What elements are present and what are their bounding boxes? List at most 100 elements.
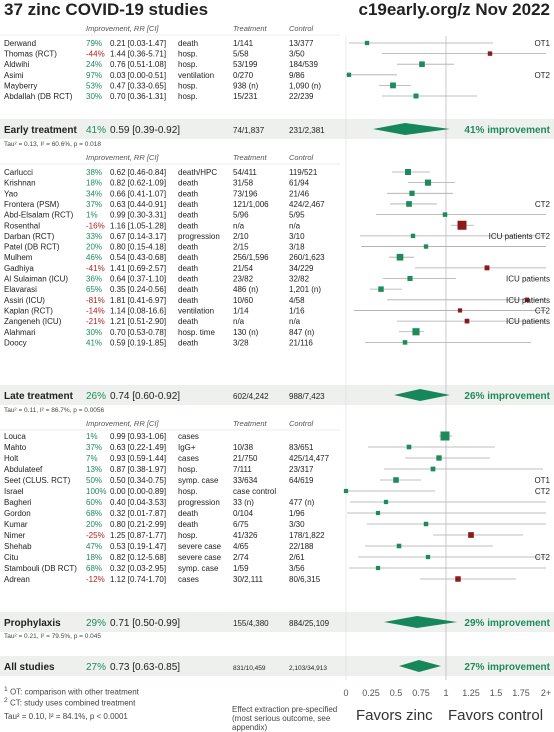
- study-outcome: cases: [178, 432, 199, 441]
- study-treatment: 0/270: [233, 71, 254, 80]
- study-treatment: 21/750: [233, 454, 258, 463]
- study-outcome: severe case: [178, 542, 222, 551]
- effect-marker: [396, 543, 402, 549]
- effect-marker: [436, 455, 442, 461]
- study-name: Thomas (RCT): [4, 50, 57, 59]
- study-outcome: death: [178, 243, 198, 252]
- effect-marker: [457, 308, 463, 313]
- summary-rr: 0.74 [0.60-0.92]: [110, 391, 180, 402]
- summary-label: Late treatment: [4, 391, 74, 402]
- summary-diamond: [384, 616, 457, 628]
- effect-marker: [364, 40, 370, 46]
- effect-marker: [375, 510, 381, 516]
- col-header-control: Control: [289, 419, 314, 428]
- all-improvement: 27%: [86, 662, 106, 673]
- study-improvement: 46%: [86, 253, 102, 262]
- x-tick-label: 1.25: [462, 688, 480, 698]
- all-control: 2,103/34,913: [289, 665, 327, 672]
- study-improvement: 18%: [86, 179, 102, 188]
- study-outcome: hosp. time: [178, 328, 215, 337]
- study-outcome: hosp.: [178, 60, 198, 69]
- study-rr: 0.99 [0.30-3.31]: [110, 211, 166, 220]
- study-outcome: death: [178, 509, 198, 518]
- study-rr: 0.35 [0.24-0.56]: [110, 285, 166, 294]
- study-treatment: 1/141: [233, 39, 254, 48]
- study-outcome: death: [178, 189, 198, 198]
- study-name: Rosenthal: [4, 221, 40, 230]
- study-control: n/a: [289, 221, 301, 230]
- study-improvement: 18%: [86, 553, 102, 562]
- study-name: Bagheri: [4, 498, 32, 507]
- summary-improvement: 41%: [86, 125, 106, 136]
- study-control: 13/377: [289, 39, 314, 48]
- summary-treatment: 155/4,380: [233, 619, 269, 628]
- study-rr: 1.44 [0.36-5.71]: [110, 50, 166, 59]
- effect-marker: [442, 212, 448, 217]
- study-improvement: 37%: [86, 443, 102, 452]
- study-improvement: 13%: [86, 465, 102, 474]
- study-improvement: 24%: [86, 60, 102, 69]
- study-control: 424/2,467: [289, 200, 325, 209]
- study-rr: 0.63 [0.22-1.49]: [110, 443, 166, 452]
- study-treatment: 33/634: [233, 476, 258, 485]
- study-name: Adrean: [4, 575, 30, 584]
- study-improvement: 60%: [86, 498, 102, 507]
- study-control: 9/86: [289, 71, 305, 80]
- site-label[interactable]: c19early.org/z Nov 2022: [358, 0, 550, 19]
- study-rr: 0.82 [0.62-1.09]: [110, 179, 166, 188]
- study-rr: 0.59 [0.19-1.85]: [110, 338, 166, 347]
- study-rr: 0.70 [0.53-0.78]: [110, 328, 166, 337]
- study-improvement: -44%: [86, 50, 105, 59]
- study-name: Abdulateef: [4, 465, 43, 474]
- study-note: CT2: [535, 306, 551, 315]
- effect-marker: [375, 565, 381, 571]
- summary-band: [0, 385, 554, 405]
- study-rr: 0.82 [0.12-5.68]: [110, 553, 166, 562]
- study-name: Elavarasi: [4, 285, 37, 294]
- study-control: 847 (n): [289, 328, 315, 337]
- study-rr: 0.32 [0.01-7.87]: [110, 509, 166, 518]
- study-treatment: 30/2,111: [233, 575, 264, 584]
- effect-marker: [424, 179, 432, 186]
- study-name: Derwand: [4, 39, 36, 48]
- study-name: Nimer: [4, 531, 26, 540]
- study-rr: 0.03 [0.00-0.51]: [110, 71, 166, 80]
- study-outcome: death: [178, 221, 198, 230]
- study-outcome: severe case: [178, 553, 222, 562]
- effect-marker: [440, 431, 450, 441]
- study-control: 119/521: [289, 168, 318, 177]
- study-outcome: cases: [178, 575, 199, 584]
- study-name: Kumar: [4, 520, 28, 529]
- effect-marker: [383, 499, 389, 505]
- effect-marker: [413, 93, 419, 99]
- col-header-improvement: Improvement, RR [CI]: [86, 419, 159, 428]
- study-treatment: case control: [233, 487, 276, 496]
- study-note: ICU patients: [506, 317, 550, 326]
- study-treatment: 1/14: [233, 306, 249, 315]
- study-treatment: 938 (n): [233, 81, 259, 90]
- study-note: ICU patients: [506, 275, 550, 284]
- summary-improvement: 29%: [86, 618, 106, 629]
- x-tick-label: 1.75: [512, 688, 530, 698]
- all-diamond: [399, 660, 441, 672]
- study-control: 22/188: [289, 542, 314, 551]
- study-name: Kaplan (RCT): [4, 306, 53, 315]
- study-name: Assiri (ICU): [4, 296, 45, 305]
- effect-marker: [346, 72, 352, 77]
- study-name: Gordon: [4, 509, 31, 518]
- study-control: 184/539: [289, 60, 318, 69]
- study-outcome: death: [178, 275, 198, 284]
- study-rr: 0.67 [0.14-3.17]: [110, 232, 166, 241]
- all-rr: 0.73 [0.63-0.85]: [110, 662, 180, 673]
- study-treatment: 1/59: [233, 564, 249, 573]
- study-treatment: 54/411: [233, 168, 257, 177]
- study-note: OT1: [534, 476, 550, 485]
- col-header-treatment: Treatment: [233, 153, 268, 162]
- study-outcome: ventilation: [178, 71, 214, 80]
- study-treatment: 21/54: [233, 264, 254, 273]
- tau-line: Tau² = 0.13, I² = 60.6%, p = 0.018: [4, 141, 101, 148]
- study-outcome: symp. case: [178, 564, 219, 573]
- study-name: Asimi: [4, 71, 24, 80]
- study-outcome: death: [178, 179, 198, 188]
